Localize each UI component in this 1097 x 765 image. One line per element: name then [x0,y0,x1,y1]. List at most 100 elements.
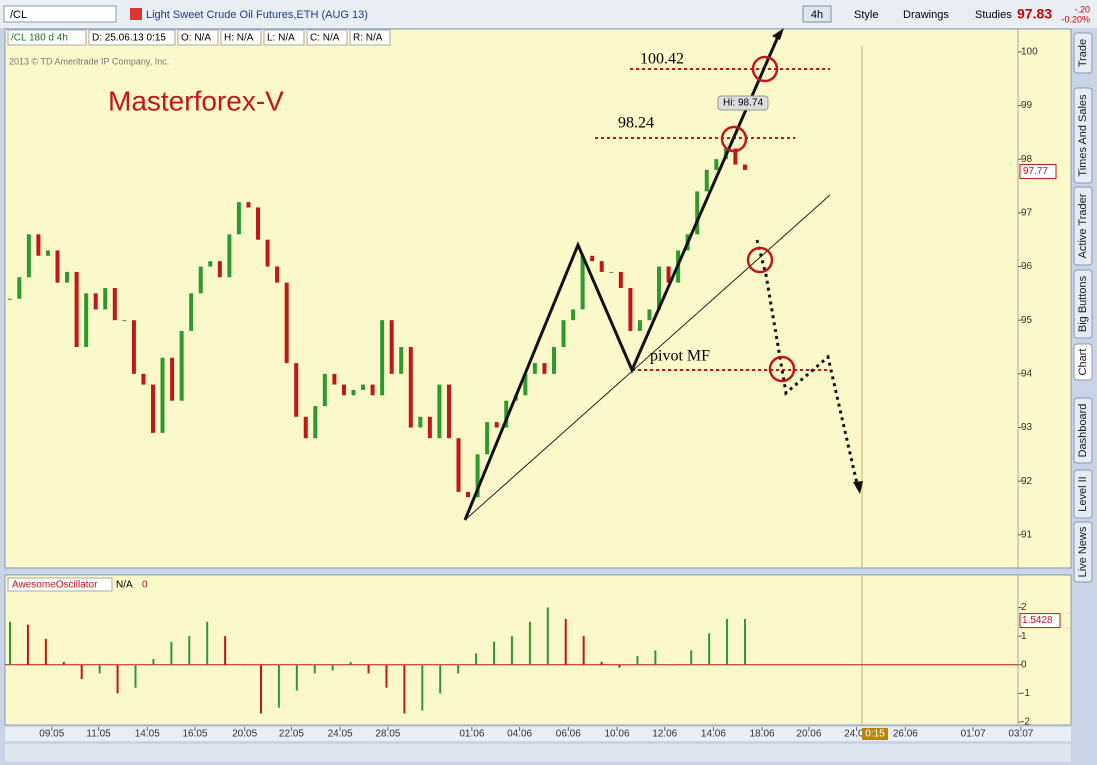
y-tick-label: 97 [1021,208,1033,219]
watermark: Masterforex-V [108,85,284,116]
x-tick-label: 24.05 [328,729,353,740]
drawings-button[interactable]: Drawings [903,9,949,21]
candle [466,491,471,498]
y-tick-label: 93 [1021,422,1033,433]
projection [755,239,860,489]
candle [666,266,671,283]
candle [170,357,175,401]
x-tick-label: 09.05 [39,729,64,740]
histogram-bar [259,664,262,714]
candle [580,255,585,310]
symbol-box[interactable] [3,5,117,23]
histogram-bar [188,636,191,665]
candle [17,277,22,299]
x-tick-label: 14.05 [135,729,160,740]
side-tab-label: Dashboard [1077,404,1089,458]
candle [65,271,70,283]
histogram-bar [80,664,83,680]
histogram-bar [672,664,675,666]
x-tick-label: 24.06 [844,729,869,740]
histogram-bar [421,664,424,711]
side-tab[interactable] [1073,87,1093,184]
histogram-bar [654,650,657,665]
y-tick-label: 100 [1021,47,1038,58]
candle [313,406,318,439]
style-button[interactable]: Style [854,9,878,21]
side-tab[interactable] [1073,397,1093,464]
candle [733,148,738,165]
y-tick-label: 2 [1021,602,1027,613]
histogram-bar [277,664,280,708]
candle [198,266,203,294]
x-tick-label: 04.06 [507,729,532,740]
candle [265,239,270,267]
info-text: R: N/A [353,33,383,44]
y-tick-label: 95 [1021,315,1033,326]
histogram-bar [475,653,478,665]
histogram-bar [9,621,11,665]
histogram-bar [44,638,47,665]
candle [341,384,346,396]
info-text: /CL 180 d 4h [11,33,68,44]
side-tab[interactable] [1073,269,1093,339]
y-tick-label: 96 [1021,261,1033,272]
time-marker-box [862,728,888,740]
y-tick-label: 94 [1021,368,1033,379]
histogram-bar [295,664,298,691]
candle [351,389,356,396]
candle [399,347,404,374]
side-tab-label: Level II [1077,476,1089,511]
info-cell [220,29,262,46]
info-bar: /CL 180 d 4h D: 25.06.13 0:15 O: N/A H: N/A… [7,29,391,46]
time-marker: 0:15 [865,729,885,740]
histogram-bar [636,656,639,665]
arrow-head [853,481,863,494]
studies-button[interactable]: Studies [975,9,1012,21]
candle [551,347,556,374]
x-axis-bar [5,727,1071,741]
candle [657,266,662,310]
candle [256,207,261,240]
candle [112,287,117,321]
side-tab[interactable] [1073,186,1093,266]
x-tick-label: 01.06 [459,729,484,740]
candle [475,454,480,498]
change: -.20 [1074,4,1090,14]
annotation: 100.42 [640,51,684,68]
side-tab[interactable] [1073,521,1093,583]
info-cell [88,29,176,46]
info-text: C: N/A [310,33,340,44]
last-value-box [1019,613,1061,629]
histogram-bar [510,636,513,665]
candle [494,422,499,428]
candle [418,416,423,428]
histogram-bar [528,621,531,665]
annotation: Hi: 98.74 [723,98,763,109]
side-tab[interactable] [1073,32,1093,74]
last-price-label: 97.77 [1023,166,1048,177]
histogram-bar [600,661,603,665]
info-text: O: N/A [181,33,211,44]
candle [523,373,528,396]
info-cell [177,29,219,46]
circle [751,55,779,83]
y-tick-label: 92 [1021,476,1033,487]
scroll-bar[interactable] [5,744,1071,762]
candle [246,202,251,208]
side-tab[interactable] [1073,343,1093,381]
study-status: N/A [116,580,133,591]
x-tick-label: 18.06 [750,729,775,740]
x-tick-label: 28.05 [375,729,400,740]
side-tab-label: Chart [1077,349,1089,376]
histogram-bar [242,664,245,666]
candle [628,287,633,331]
histogram-bar [493,641,496,665]
candle [456,438,461,492]
candle [131,320,136,374]
histogram-bar [206,621,209,665]
aggregation-button[interactable] [802,5,832,23]
side-tab[interactable] [1073,469,1093,519]
histogram-bar [116,664,119,694]
histogram-bar [708,633,711,665]
